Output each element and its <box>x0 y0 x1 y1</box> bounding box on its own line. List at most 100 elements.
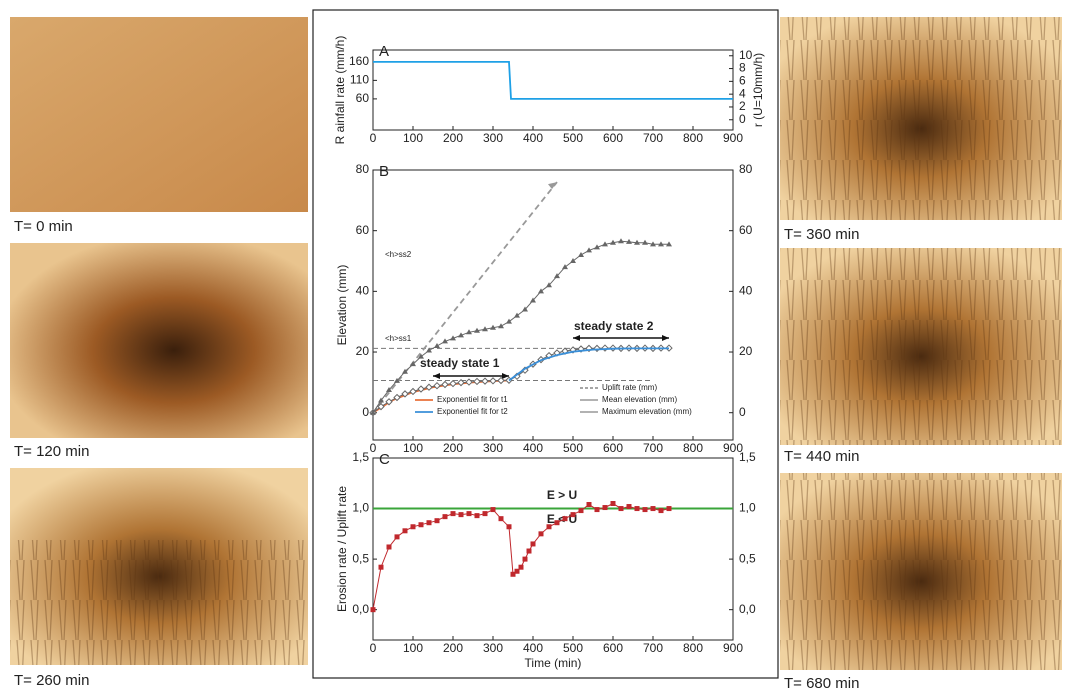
point <box>506 524 512 530</box>
point <box>378 564 384 570</box>
x-tick-label: 400 <box>523 641 543 655</box>
point <box>642 507 648 513</box>
point <box>578 251 584 257</box>
point <box>498 516 504 522</box>
point <box>385 398 393 406</box>
caption: T= 440 min <box>784 448 859 465</box>
y-tick-label: 8 <box>739 61 746 75</box>
point <box>530 541 536 547</box>
arrow-head <box>548 182 557 190</box>
y-tick-label: 60 <box>356 91 370 105</box>
caption: T= 0 min <box>14 218 73 235</box>
x-axis-label: Time (min) <box>525 656 582 670</box>
point <box>458 512 464 518</box>
y-tick-label: 80 <box>356 162 370 176</box>
series-line <box>372 181 558 414</box>
point <box>434 518 440 524</box>
x-tick-label: 400 <box>523 131 543 145</box>
point <box>602 241 608 247</box>
x-tick-label: 600 <box>603 441 623 455</box>
x-tick-label: 200 <box>443 641 463 655</box>
y-tick-label: 1,0 <box>739 501 756 515</box>
y-tick-label: 1,0 <box>352 501 369 515</box>
left-images: T= 0 min T= 120 min T= 260 min <box>10 17 308 689</box>
point <box>449 379 457 388</box>
y-tick-label: 10 <box>739 48 753 62</box>
point <box>377 402 385 411</box>
point <box>401 390 409 398</box>
x-tick-label: 900 <box>723 131 743 145</box>
point <box>634 506 640 512</box>
point <box>570 512 576 518</box>
point <box>370 607 376 613</box>
point <box>425 383 433 391</box>
legend-label: Mean elevation (mm) <box>602 395 677 404</box>
y-tick-label: 0 <box>362 405 369 419</box>
y2-axis-label: r (U=10mm/h) <box>751 53 765 127</box>
right-images: T= 360 min T= 440 min T= 680 min <box>780 17 1062 692</box>
point <box>522 306 528 312</box>
y-tick-label: 160 <box>349 54 369 68</box>
point <box>594 507 600 513</box>
point <box>578 508 584 514</box>
legend-label: Exponentiel fit for t1 <box>437 395 508 404</box>
point <box>601 344 609 352</box>
point <box>458 332 464 338</box>
x-tick-label: 300 <box>483 641 503 655</box>
y-tick-label: 0,0 <box>739 602 756 616</box>
point <box>610 239 616 245</box>
point <box>634 239 640 245</box>
point <box>562 264 568 270</box>
point <box>394 534 400 540</box>
panel-label: B <box>379 163 389 180</box>
plot-frame <box>372 49 734 131</box>
y-tick-label: 40 <box>739 284 753 298</box>
caption: T= 680 min <box>784 675 859 691</box>
y-axis-label: Erosion rate / Uplift rate <box>335 486 349 612</box>
annotation: <h>ss1 <box>385 334 412 343</box>
y-axis-label: R ainfall rate (mm/h) <box>333 36 347 145</box>
x-tick-label: 500 <box>563 441 583 455</box>
point <box>569 346 577 354</box>
point <box>510 571 516 577</box>
point <box>650 241 656 247</box>
point <box>474 513 480 519</box>
y-tick-label: 110 <box>350 73 369 87</box>
point <box>473 377 481 386</box>
y-tick-label: 0,0 <box>352 602 369 616</box>
point <box>506 318 512 324</box>
point <box>490 324 496 330</box>
x-tick-label: 600 <box>603 641 623 655</box>
annotation: steady state 1 <box>420 356 500 370</box>
point <box>417 385 425 393</box>
legend-label: Exponentiel fit for t2 <box>437 407 508 416</box>
point <box>538 288 544 294</box>
x-tick-label: 100 <box>403 131 423 145</box>
x-tick-label: 600 <box>603 131 623 145</box>
x-tick-label: 0 <box>370 441 377 455</box>
y-tick-label: 0,5 <box>739 551 756 565</box>
photo-texture <box>780 248 1062 445</box>
x-tick-label: 700 <box>643 441 663 455</box>
x-tick-label: 200 <box>443 441 463 455</box>
x-tick-label: 300 <box>483 131 503 145</box>
y-tick-label: 1,5 <box>352 450 369 464</box>
point <box>402 368 408 374</box>
point <box>650 506 656 512</box>
y-tick-label: 20 <box>739 344 753 358</box>
point <box>482 511 488 517</box>
point <box>370 409 376 415</box>
point <box>378 397 384 403</box>
point <box>490 507 496 513</box>
series-line <box>373 61 733 100</box>
point <box>554 273 560 279</box>
y-tick-label: 2 <box>739 99 746 113</box>
point <box>410 361 416 367</box>
x-tick-label: 900 <box>723 441 743 455</box>
point <box>602 505 608 511</box>
point <box>618 506 624 512</box>
point <box>610 501 616 506</box>
point <box>418 353 424 359</box>
x-tick-label: 400 <box>523 441 543 455</box>
